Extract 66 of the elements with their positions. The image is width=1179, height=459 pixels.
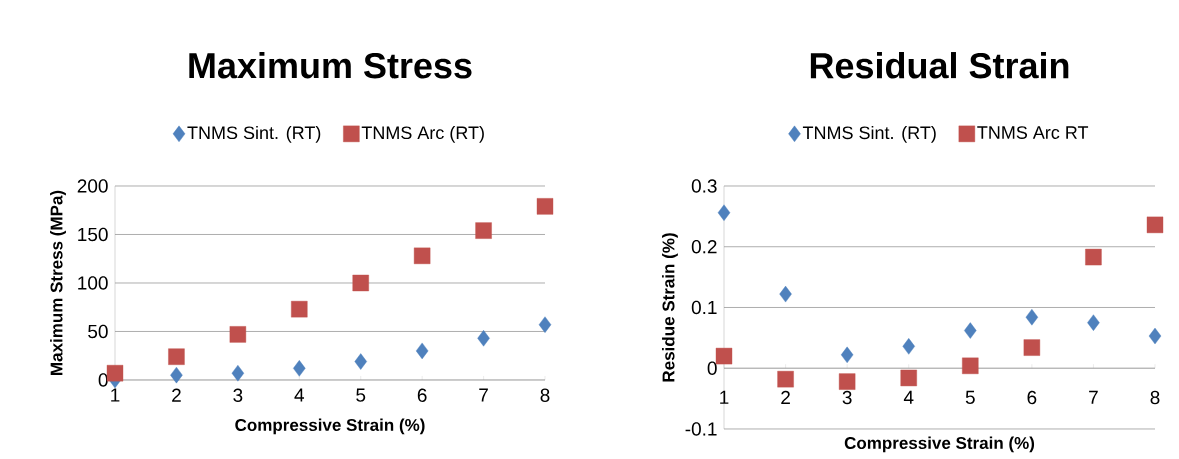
x-axis-title: Compressive Strain (%): [235, 418, 425, 435]
chart-title: Maximum Stress: [189, 52, 472, 79]
point: [538, 316, 552, 333]
y-tick-label: -0.1: [685, 422, 717, 436]
point: [715, 347, 733, 365]
y-tick-label: 100: [78, 276, 108, 290]
x-axis-title: Compressive Strain (%): [844, 436, 1035, 453]
x-tick-label: 3: [842, 390, 852, 405]
point: [717, 204, 731, 221]
point: [168, 348, 185, 365]
legend-label: TNMS Arc (RT): [361, 125, 484, 143]
y-tick-label: 200: [77, 179, 108, 193]
point: [413, 247, 431, 265]
y-tick-label: 0.2: [691, 240, 717, 254]
x-tick-label: 4: [294, 388, 305, 402]
x-tick-label: 1: [111, 388, 120, 402]
legend-label: TNMS Sint. (RT): [187, 125, 321, 143]
y-tick-label: 0: [707, 361, 717, 375]
point: [352, 274, 369, 292]
x-tick-label: 6: [1027, 390, 1037, 405]
y-tick-label: 150: [78, 227, 108, 242]
point: [1025, 309, 1039, 326]
point: [838, 373, 856, 390]
x-tick-label: 4: [903, 390, 914, 404]
legend-label: TNMS Arc RT: [977, 126, 1089, 139]
legend-label: TNMS Sint. (RT): [802, 125, 936, 143]
point: [1148, 327, 1162, 345]
point: [170, 366, 183, 384]
x-tick-label: 8: [1150, 390, 1160, 405]
point: [106, 364, 124, 382]
point: [1087, 314, 1100, 331]
point: [231, 364, 245, 382]
point: [293, 360, 306, 377]
y-tick-label: 0.3: [691, 179, 717, 193]
point: [900, 369, 917, 387]
point: [477, 330, 490, 347]
point: [415, 342, 429, 360]
y-axis-title: Residue Strain (%): [662, 233, 678, 382]
point: [779, 285, 792, 303]
point: [475, 222, 492, 239]
x-tick-label: 3: [233, 388, 243, 402]
x-tick-label: 5: [965, 390, 975, 405]
x-tick-label: 2: [781, 390, 790, 405]
point: [1146, 216, 1164, 234]
point: [536, 198, 554, 215]
y-tick-label: 50: [88, 324, 108, 339]
point: [964, 322, 977, 339]
x-tick-label: 6: [417, 388, 427, 402]
x-tick-label: 1: [720, 390, 729, 404]
x-tick-label: 8: [540, 388, 550, 402]
point: [902, 338, 915, 355]
point: [777, 370, 794, 388]
y-tick-label: 0.1: [691, 300, 717, 315]
point: [291, 300, 308, 318]
point: [962, 357, 979, 374]
point: [354, 353, 367, 370]
chart-title: Residual Strain: [810, 52, 1069, 79]
x-tick-label: 2: [172, 388, 181, 402]
x-tick-label: 7: [479, 388, 488, 402]
point: [1085, 248, 1102, 266]
point: [840, 346, 854, 364]
y-axis-title: Maximum Stress (MPa): [50, 190, 66, 375]
x-tick-label: 5: [356, 388, 366, 402]
point: [229, 326, 247, 343]
x-tick-label: 7: [1089, 390, 1098, 404]
point: [1023, 339, 1041, 356]
